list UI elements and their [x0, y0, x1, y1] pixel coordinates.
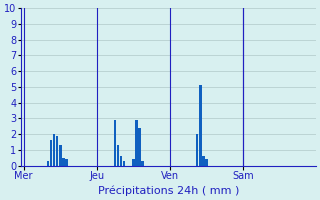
Bar: [59, 145, 61, 166]
X-axis label: Précipitations 24h ( mm ): Précipitations 24h ( mm ): [98, 185, 239, 196]
Bar: [114, 120, 116, 166]
Bar: [132, 159, 135, 166]
Bar: [50, 140, 52, 166]
Bar: [120, 156, 122, 166]
Bar: [65, 159, 68, 166]
Bar: [116, 145, 119, 166]
Bar: [202, 156, 204, 166]
Bar: [196, 134, 198, 166]
Bar: [123, 161, 125, 166]
Bar: [135, 120, 138, 166]
Bar: [53, 134, 55, 166]
Bar: [141, 161, 144, 166]
Bar: [138, 128, 141, 166]
Bar: [62, 158, 65, 166]
Bar: [205, 159, 208, 166]
Bar: [56, 136, 59, 166]
Bar: [47, 161, 49, 166]
Bar: [199, 85, 202, 166]
